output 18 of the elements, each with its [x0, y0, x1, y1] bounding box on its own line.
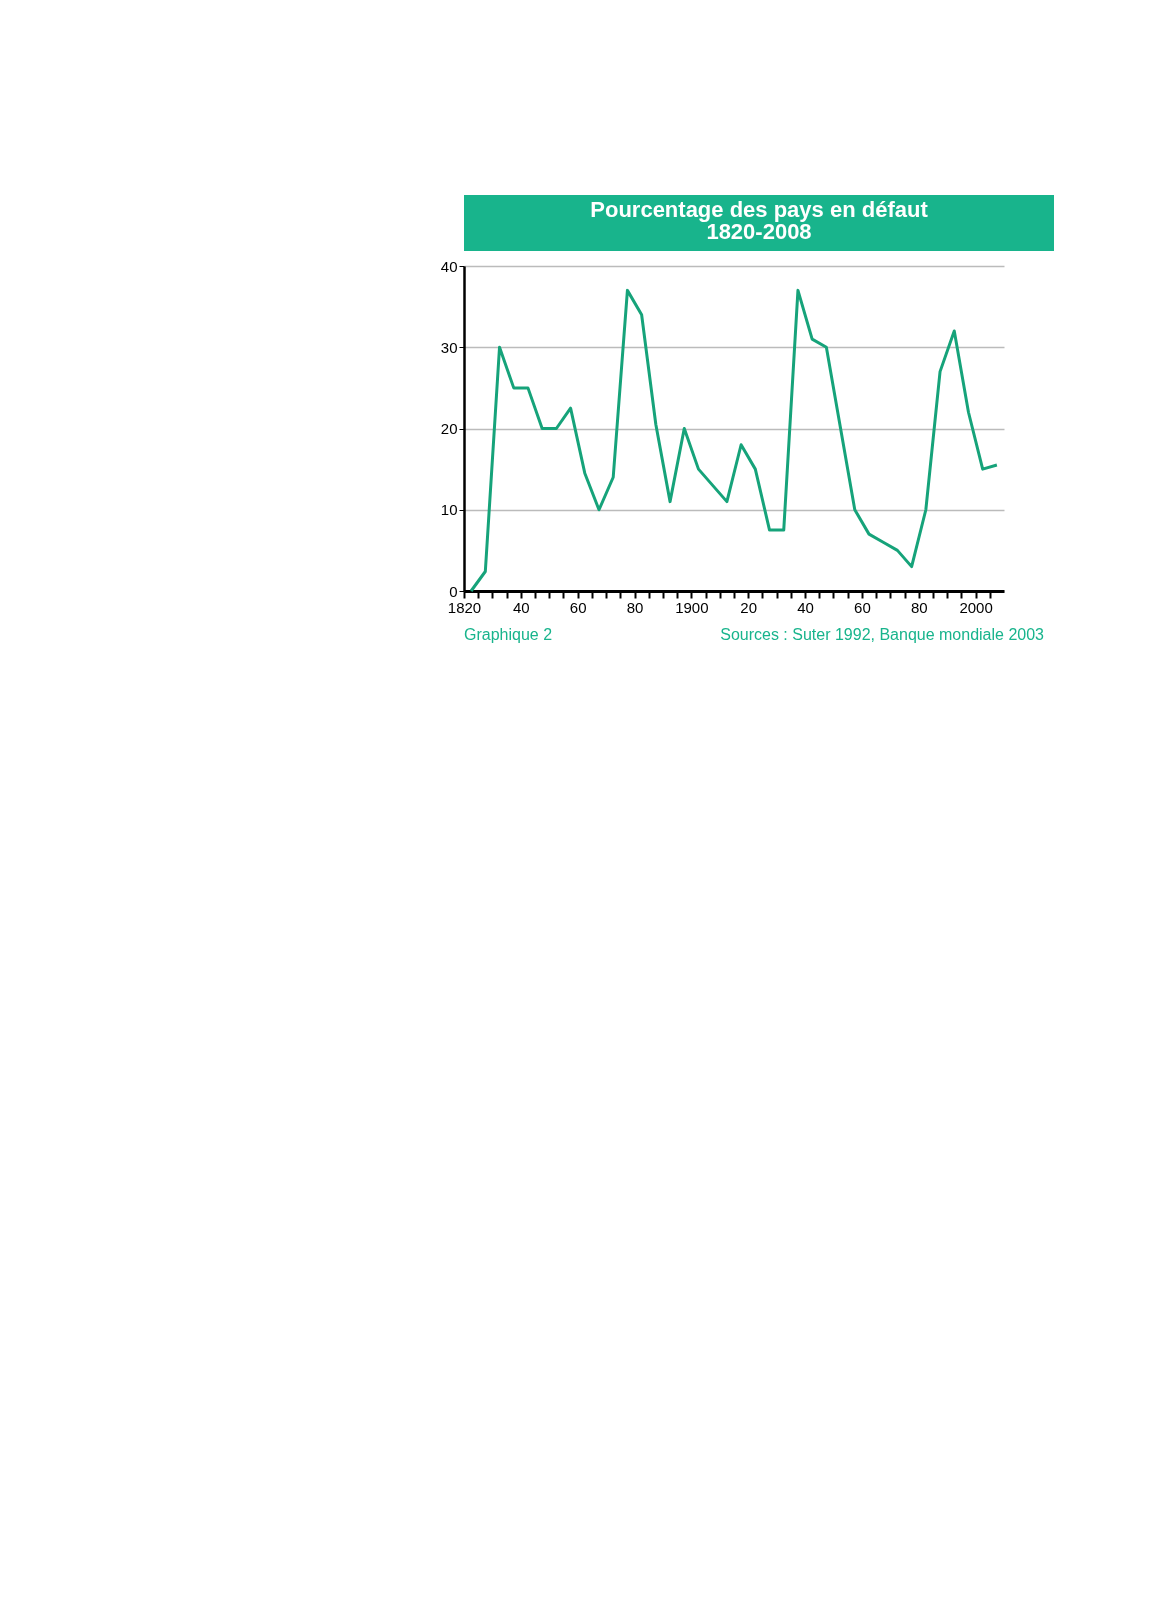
y-tick-label: 10 — [440, 501, 458, 519]
source-note: Sources : Suter 1992, Banque mondiale 2003 — [720, 626, 1045, 643]
x-tick-label: 2000 — [959, 598, 993, 616]
x-tick-label: 80 — [910, 598, 928, 616]
x-tick-label: 80 — [626, 598, 644, 616]
y-tick-label: 0 — [449, 582, 458, 600]
x-tick-label: 1820 — [447, 598, 482, 616]
x-tick-label: 1900 — [675, 598, 709, 616]
x-tick-label: 40 — [797, 598, 814, 616]
x-tick-label: 20 — [740, 598, 758, 616]
x-tick-label: 40 — [513, 598, 530, 616]
y-tick-label: 30 — [440, 338, 458, 356]
x-tick-label: 60 — [569, 598, 587, 616]
y-tick-label: 40 — [440, 257, 458, 275]
y-tick-label: 20 — [440, 420, 458, 437]
line-series — [469, 288, 999, 593]
text: Graphique 2 — [464, 626, 553, 643]
x-tick-label: 60 — [854, 598, 871, 616]
